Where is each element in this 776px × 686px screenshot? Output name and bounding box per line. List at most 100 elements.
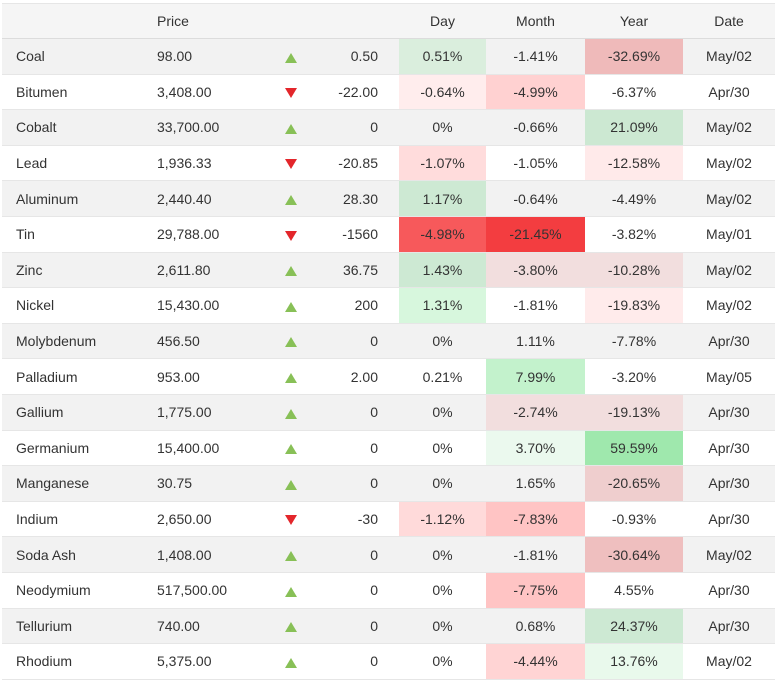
table-row: Lead 1,936.33 -20.85 -1.07% -1.05% -12.58% May… xyxy=(2,145,775,182)
date-cell: May/01 xyxy=(683,216,775,253)
table-header: Price Day Month Year Date xyxy=(2,3,775,39)
arrow-up-icon xyxy=(285,194,297,205)
month-change-cell: -21.45% xyxy=(486,216,585,253)
direction-cell xyxy=(267,572,315,609)
header-date[interactable]: Date xyxy=(683,3,775,39)
commodity-name-link[interactable]: Cobalt xyxy=(2,109,149,146)
year-change-cell: 13.76% xyxy=(585,643,683,680)
commodity-name-link[interactable]: Gallium xyxy=(2,394,149,431)
day-change-cell: 0% xyxy=(399,465,486,502)
arrow-up-icon xyxy=(285,408,297,419)
price-cell: 953.00 xyxy=(149,358,267,395)
header-price[interactable]: Price xyxy=(149,3,267,39)
day-change-cell: -1.07% xyxy=(399,145,486,182)
price-cell: 1,936.33 xyxy=(149,145,267,182)
direction-cell xyxy=(267,109,315,146)
price-cell: 15,430.00 xyxy=(149,287,267,324)
header-year[interactable]: Year xyxy=(585,3,683,39)
month-change-cell: -2.74% xyxy=(486,394,585,431)
commodity-name-link[interactable]: Tellurium xyxy=(2,608,149,645)
day-change-cell: -4.98% xyxy=(399,216,486,253)
commodity-name-link[interactable]: Nickel xyxy=(2,287,149,324)
header-month[interactable]: Month xyxy=(486,3,585,39)
direction-cell xyxy=(267,465,315,502)
price-cell: 29,788.00 xyxy=(149,216,267,253)
day-change-cell: 0% xyxy=(399,323,486,360)
table-row: Tellurium 740.00 0 0% 0.68% 24.37% Apr/30 xyxy=(2,608,775,645)
commodity-name-link[interactable]: Lead xyxy=(2,145,149,182)
arrow-up-icon xyxy=(285,479,297,490)
table-row: Tin 29,788.00 -1560 -4.98% -21.45% -3.82% May/… xyxy=(2,216,775,253)
price-cell: 740.00 xyxy=(149,608,267,645)
direction-cell xyxy=(267,358,315,395)
commodity-name-link[interactable]: Aluminum xyxy=(2,180,149,217)
change-cell: 2.00 xyxy=(315,358,399,395)
year-change-cell: -10.28% xyxy=(585,252,683,289)
price-cell: 517,500.00 xyxy=(149,572,267,609)
change-cell: 0 xyxy=(315,536,399,573)
date-cell: May/05 xyxy=(683,358,775,395)
direction-cell xyxy=(267,536,315,573)
commodity-name-link[interactable]: Coal xyxy=(2,38,149,75)
year-change-cell: -4.49% xyxy=(585,180,683,217)
commodity-name-link[interactable]: Palladium xyxy=(2,358,149,395)
price-cell: 1,775.00 xyxy=(149,394,267,431)
header-day[interactable]: Day xyxy=(399,3,486,39)
change-cell: 0.50 xyxy=(315,38,399,75)
month-change-cell: 3.70% xyxy=(486,430,585,467)
header-name xyxy=(2,3,149,39)
commodity-name-link[interactable]: Tin xyxy=(2,216,149,253)
month-change-cell: -4.44% xyxy=(486,643,585,680)
price-cell: 3,408.00 xyxy=(149,74,267,111)
year-change-cell: -6.37% xyxy=(585,74,683,111)
year-change-cell: 4.55% xyxy=(585,572,683,609)
price-cell: 456.50 xyxy=(149,323,267,360)
commodity-name-link[interactable]: Indium xyxy=(2,501,149,538)
change-cell: -30 xyxy=(315,501,399,538)
year-change-cell: -19.13% xyxy=(585,394,683,431)
date-cell: May/02 xyxy=(683,180,775,217)
commodity-name-link[interactable]: Manganese xyxy=(2,465,149,502)
commodity-name-link[interactable]: Zinc xyxy=(2,252,149,289)
date-cell: May/02 xyxy=(683,643,775,680)
day-change-cell: -1.12% xyxy=(399,501,486,538)
price-cell: 5,375.00 xyxy=(149,643,267,680)
table-row: Nickel 15,430.00 200 1.31% -1.81% -19.83% May/… xyxy=(2,287,775,324)
direction-cell xyxy=(267,608,315,645)
price-cell: 2,440.40 xyxy=(149,180,267,217)
table-row: Coal 98.00 0.50 0.51% -1.41% -32.69% May/02 xyxy=(2,38,775,75)
change-cell: 0 xyxy=(315,643,399,680)
year-change-cell: -3.82% xyxy=(585,216,683,253)
month-change-cell: -1.41% xyxy=(486,38,585,75)
direction-cell xyxy=(267,287,315,324)
direction-cell xyxy=(267,252,315,289)
table-row: Molybdenum 456.50 0 0% 1.11% -7.78% Apr/30 xyxy=(2,323,775,360)
change-cell: -20.85 xyxy=(315,145,399,182)
arrow-down-icon xyxy=(285,159,297,170)
direction-cell xyxy=(267,216,315,253)
commodity-name-link[interactable]: Germanium xyxy=(2,430,149,467)
year-change-cell: -7.78% xyxy=(585,323,683,360)
commodity-name-link[interactable]: Rhodium xyxy=(2,643,149,680)
price-cell: 2,650.00 xyxy=(149,501,267,538)
table-row: Zinc 2,611.80 36.75 1.43% -3.80% -10.28% May/0… xyxy=(2,252,775,289)
commodity-name-link[interactable]: Soda Ash xyxy=(2,536,149,573)
month-change-cell: -7.75% xyxy=(486,572,585,609)
commodity-name-link[interactable]: Neodymium xyxy=(2,572,149,609)
arrow-up-icon xyxy=(285,301,297,312)
price-cell: 15,400.00 xyxy=(149,430,267,467)
commodity-name-link[interactable]: Molybdenum xyxy=(2,323,149,360)
price-cell: 1,408.00 xyxy=(149,536,267,573)
direction-cell xyxy=(267,180,315,217)
change-cell: 0 xyxy=(315,394,399,431)
table-body: Coal 98.00 0.50 0.51% -1.41% -32.69% May/02 Bit… xyxy=(2,38,775,680)
change-cell: 28.30 xyxy=(315,180,399,217)
arrow-up-icon xyxy=(285,337,297,348)
table-row: Soda Ash 1,408.00 0 0% -1.81% -30.64% May/02 xyxy=(2,536,775,573)
table-row: Palladium 953.00 2.00 0.21% 7.99% -3.20% May/0… xyxy=(2,358,775,395)
commodity-name-link[interactable]: Bitumen xyxy=(2,74,149,111)
day-change-cell: 0.51% xyxy=(399,38,486,75)
date-cell: Apr/30 xyxy=(683,430,775,467)
month-change-cell: 1.65% xyxy=(486,465,585,502)
date-cell: Apr/30 xyxy=(683,501,775,538)
